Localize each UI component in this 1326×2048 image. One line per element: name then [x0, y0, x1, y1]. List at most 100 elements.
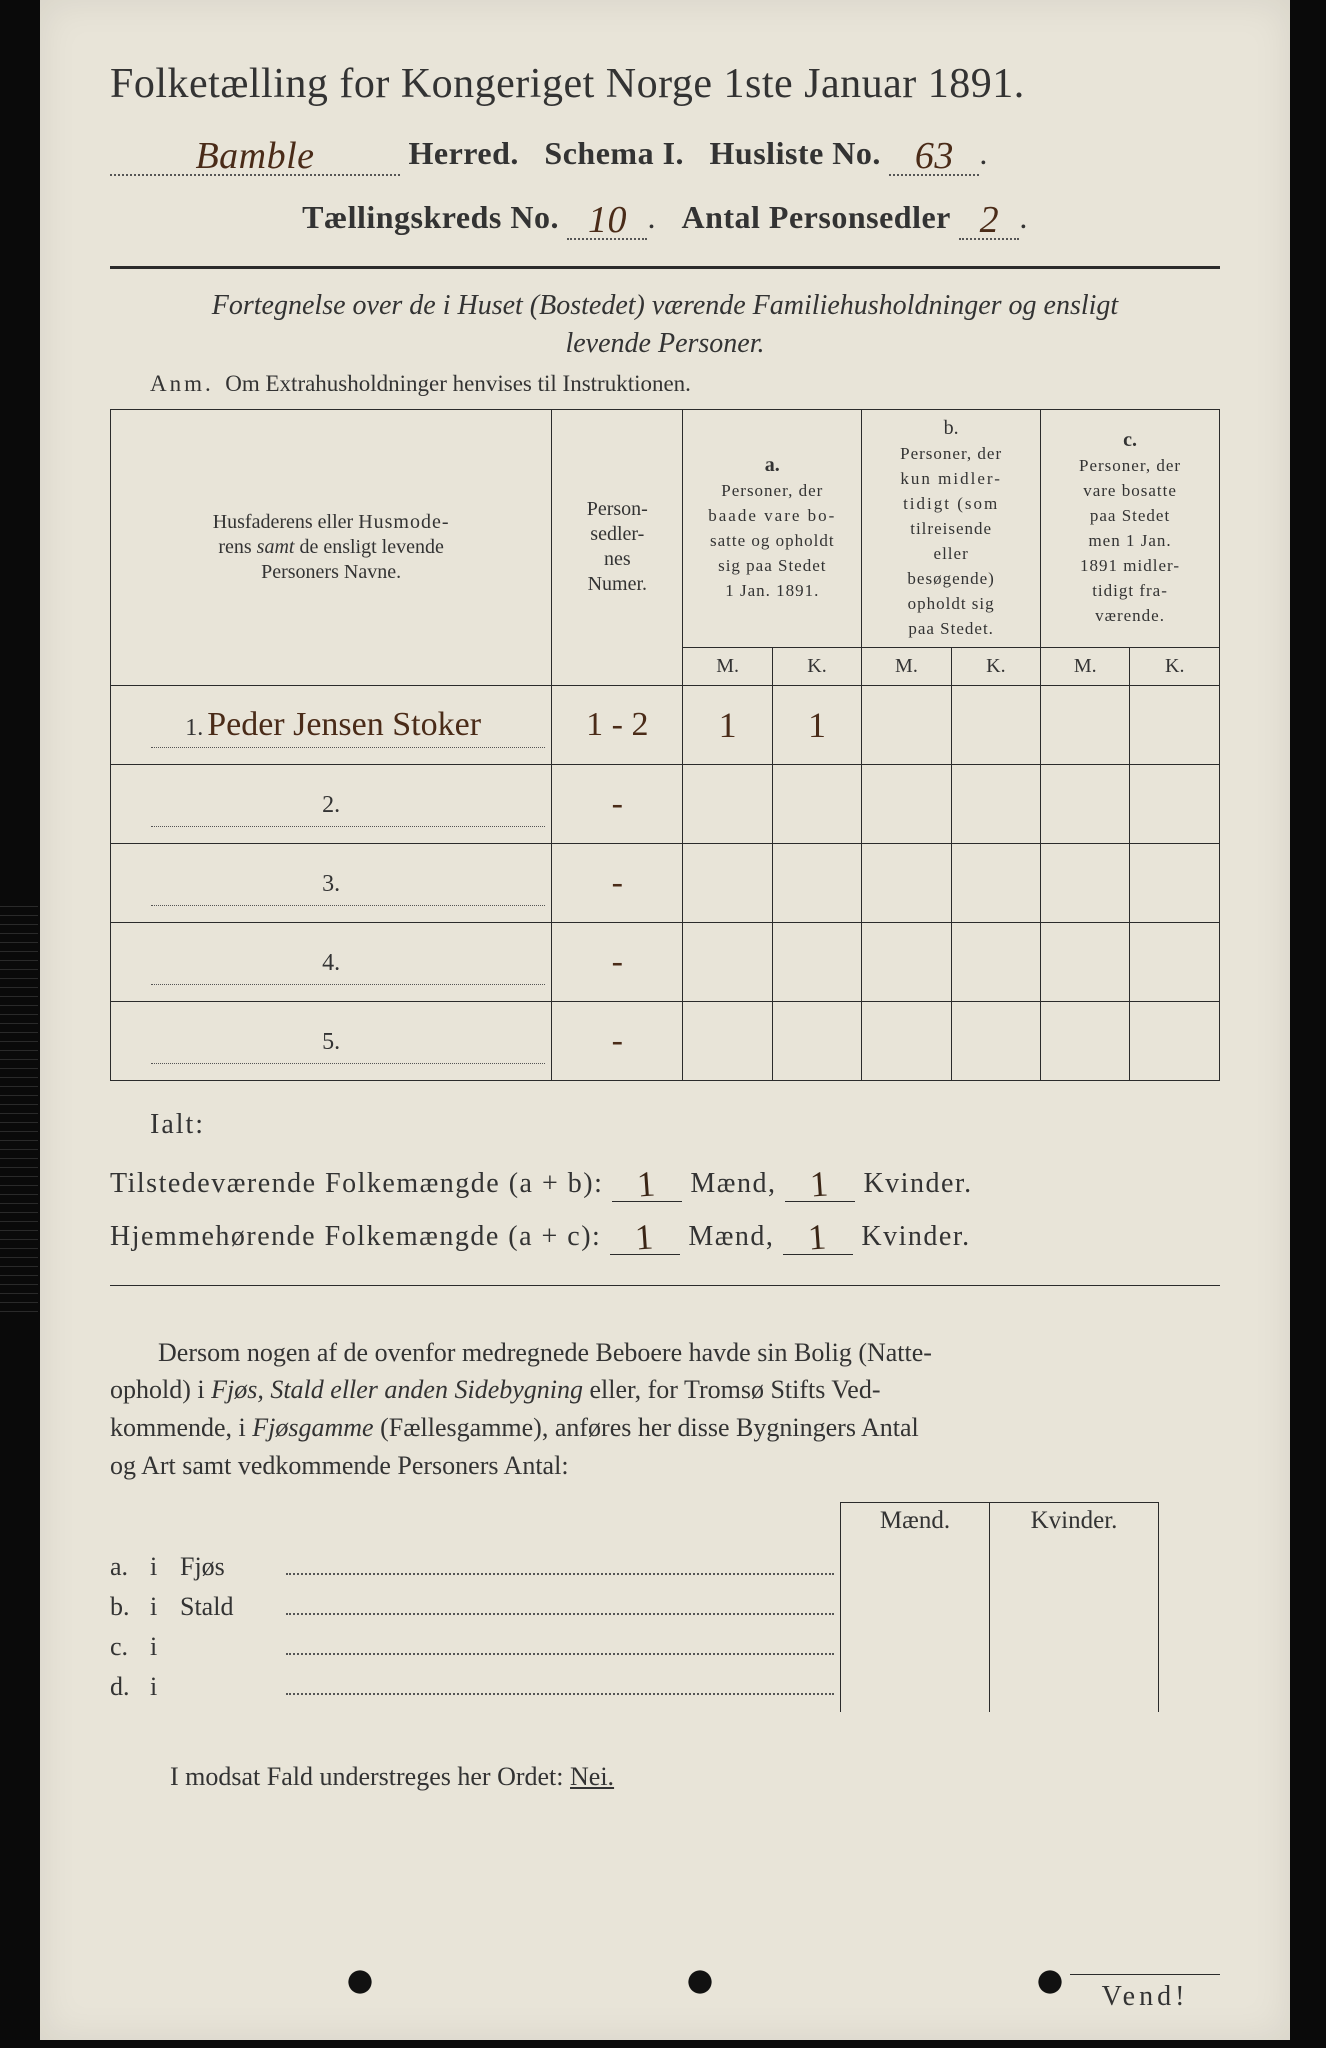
- sub-table: a.iFjøsb.iStaldc.id.i Mænd. Kvinder.: [110, 1502, 1220, 1712]
- kreds-label: Tællingskreds No.: [302, 199, 559, 235]
- th-names-l1: Husfaderens eller: [213, 511, 354, 533]
- sub-hdr-k: Kvinder.: [994, 1507, 1154, 1541]
- th-b-5: eller: [934, 544, 969, 563]
- row-cell: [1041, 685, 1130, 764]
- row-number: 2.: [318, 792, 344, 819]
- row-cell: [951, 764, 1040, 843]
- row-cell: [683, 922, 772, 1001]
- th-c-5: 1891 midler-: [1080, 556, 1180, 575]
- sub-row-i: i: [150, 1552, 180, 1582]
- sub-row-dots: [286, 1689, 834, 1695]
- sub-row-dots: [286, 1649, 834, 1655]
- page-title: Folketælling for Kongeriget Norge 1ste J…: [110, 60, 1220, 108]
- total1-label: Tilstedeværende Folkemængde (a + b):: [110, 1168, 603, 1199]
- sub-row-i: i: [150, 1632, 180, 1662]
- row-number: 4.: [318, 950, 344, 977]
- total-line-1: Tilstedeværende Folkemængde (a + b): 1 M…: [110, 1159, 1220, 1202]
- sub-row-letter: a.: [110, 1552, 150, 1582]
- total1-maend: Mænd,: [690, 1168, 776, 1199]
- row-number: 5.: [318, 1029, 344, 1056]
- sub-table-left: a.iFjøsb.iStaldc.id.i: [110, 1502, 840, 1712]
- para-2a: ophold) i: [110, 1375, 211, 1404]
- total2-maend: Mænd,: [688, 1221, 774, 1252]
- sub-row: c.i: [110, 1632, 840, 1662]
- row-sedler-handwritten: -: [612, 943, 623, 980]
- sub-row-dots: [286, 1569, 834, 1575]
- subtitle-l1: Fortegnelse over de i Huset (Bostedet) v…: [212, 290, 1118, 321]
- th-c-4: men 1 Jan.: [1088, 531, 1171, 550]
- th-c: c. Personer, der vare bosatte paa Stedet…: [1041, 409, 1220, 647]
- row-cell: [1130, 1001, 1220, 1080]
- sub-row-dots: [286, 1609, 834, 1615]
- nei-underlined: Nei.: [570, 1762, 614, 1791]
- row-cell: [951, 1001, 1040, 1080]
- row-name-cell: 1.Peder Jensen Stoker: [111, 685, 552, 764]
- th-sedler-l3: nes: [604, 548, 631, 570]
- husliste-no-handwritten: 63: [915, 135, 954, 177]
- sub-col-k: Kvinder.: [989, 1503, 1159, 1712]
- row-sedler-handwritten: -: [612, 785, 623, 822]
- row-cell: [772, 1001, 861, 1080]
- para-3it: Fjøsgamme: [252, 1413, 373, 1442]
- row-cell: [951, 843, 1040, 922]
- th-b-2: kun midler-: [900, 469, 1001, 488]
- divider-thin-1: [110, 1285, 1220, 1286]
- herred-label: Herred.: [409, 135, 519, 171]
- th-b-m: M.: [862, 647, 951, 685]
- th-sedler-l1: Person-: [587, 498, 648, 520]
- th-c-k: K.: [1130, 647, 1220, 685]
- anm-line: Anm. Om Extrahusholdninger henvises til …: [150, 371, 1220, 397]
- antal-label: Antal Personsedler: [681, 199, 950, 235]
- sub-row-name: Stald: [180, 1592, 280, 1622]
- row-cell: [862, 685, 951, 764]
- row-cell: [1130, 764, 1220, 843]
- antal-handwritten: 2: [980, 199, 1000, 241]
- th-names-l3: Personers Navne.: [261, 561, 401, 583]
- anm-label: Anm.: [150, 371, 214, 396]
- row-cell: [862, 922, 951, 1001]
- scan-background: Folketælling for Kongeriget Norge 1ste J…: [0, 0, 1326, 2048]
- row-cell: [1041, 922, 1130, 1001]
- th-a-3: satte og opholdt: [710, 531, 835, 550]
- modsat-line: I modsat Fald understreges her Ordet: Ne…: [170, 1762, 1220, 1792]
- table-row: 2. -: [111, 764, 1220, 843]
- th-b-4: tilreisende: [910, 519, 992, 538]
- sub-row: a.iFjøs: [110, 1552, 840, 1582]
- sub-hdr-m: Mænd.: [845, 1507, 985, 1541]
- th-c-6: tidigt fra-: [1092, 581, 1168, 600]
- ialt-label: Ialt:: [150, 1109, 1220, 1141]
- th-c-7: værende.: [1095, 606, 1165, 625]
- row-cell: 1 - 2: [552, 685, 683, 764]
- row-cell: [1130, 843, 1220, 922]
- anm-text: Om Extrahusholdninger henvises til Instr…: [225, 371, 691, 396]
- row-dotted-line: [151, 825, 545, 827]
- sub-row-i: i: [150, 1592, 180, 1622]
- scan-edge-stripes: [0, 900, 38, 1320]
- header-line-3: Tællingskreds No. 10. Antal Personsedler…: [110, 194, 1220, 240]
- row-cell: [683, 764, 772, 843]
- sub-row-letter: b.: [110, 1592, 150, 1622]
- total2-label: Hjemmehørende Folkemængde (a + c):: [110, 1221, 601, 1252]
- th-c-lbl: c.: [1123, 429, 1137, 451]
- th-a-k: K.: [772, 647, 861, 685]
- binding-mark-2: [680, 1962, 720, 2002]
- total1-k: 1: [809, 1162, 831, 1205]
- para-4: og Art samt vedkommende Personers Antal:: [110, 1451, 569, 1480]
- row-cell: -: [552, 764, 683, 843]
- th-a-1: Personer, der: [721, 481, 823, 500]
- th-a-lbl: a.: [765, 454, 780, 476]
- th-a-5: 1 Jan. 1891.: [725, 581, 819, 600]
- herred-handwritten: Bamble: [195, 135, 314, 177]
- th-names-rest: de ensligt levende: [299, 536, 443, 558]
- total2-k: 1: [807, 1215, 829, 1258]
- main-table: Husfaderens eller Husmode- rens samt de …: [110, 409, 1220, 1081]
- husliste-label: Husliste No.: [710, 135, 881, 171]
- th-b-lbl: b.: [944, 417, 959, 439]
- kreds-no-handwritten: 10: [588, 199, 627, 241]
- row-cell: [772, 922, 861, 1001]
- th-names-husmode: Husmode-: [358, 511, 449, 533]
- row-sedler-handwritten: -: [612, 864, 623, 901]
- sub-row: b.iStald: [110, 1592, 840, 1622]
- th-b-1: Personer, der: [900, 444, 1002, 463]
- row-cell: [1041, 764, 1130, 843]
